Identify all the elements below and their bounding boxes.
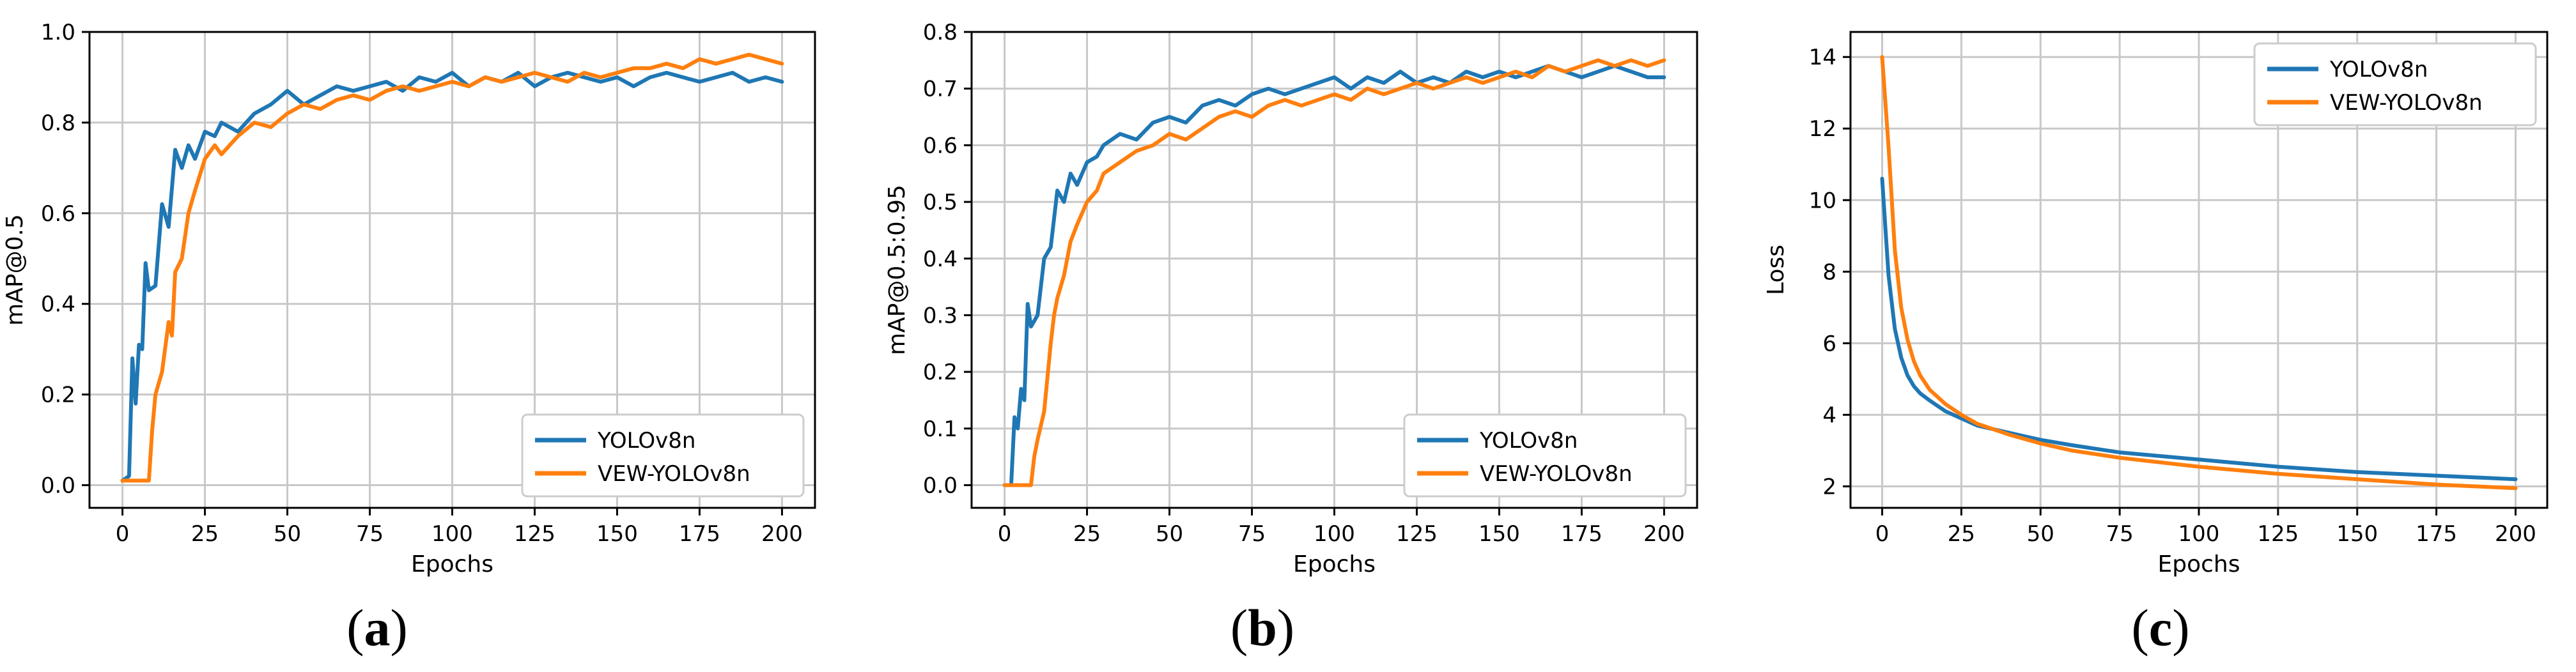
axes-frame [1849,31,2549,509]
x-tick-label: 150 [1478,521,1520,547]
x-tick-label: 175 [679,521,720,547]
x-tick-label: 125 [1396,521,1438,547]
panel-caption: (c) [2131,599,2189,657]
y-tick-label: 1.0 [41,20,75,45]
legend: YOLOv8n VEW-YOLOv8n [521,413,805,498]
y-tick-label: 0.0 [923,473,958,499]
legend: YOLOv8n VEW-YOLOv8n [2253,42,2537,126]
x-tick-label: 50 [274,521,301,547]
panel-caption: (a) [346,599,408,657]
legend-label: VEW-YOLOv8n [598,461,750,487]
y-tick-label: 0.0 [41,473,75,499]
series-line-vew-yolov8n [120,52,784,483]
y-tick-label: 2 [1822,474,1836,500]
y-tick-label: 0.1 [923,416,958,442]
y-tick-label: 0.3 [923,303,958,328]
panel-caption: (b) [1230,599,1294,657]
series-line-yolov8n [120,70,784,483]
series-line-yolov8n [1880,176,2518,482]
y-tick-label: 14 [1809,45,1836,70]
y-tick-label: 0.5 [923,190,958,215]
legend-box [1403,413,1687,498]
y-tick-label: 0.6 [923,133,958,158]
y-tick-label: 0.2 [41,383,75,408]
x-tick-label: 75 [356,521,384,547]
x-tick-label: 175 [2416,521,2457,547]
x-axis-label: Epochs [1293,551,1376,577]
x-axis-label: Epochs [411,551,493,577]
x-tick-label: 75 [2106,521,2134,547]
x-tick-label: 25 [191,521,219,547]
x-tick-label: 25 [1948,521,1975,547]
legend-label: YOLOv8n [2329,57,2428,82]
x-tick-label: 0 [998,521,1012,547]
x-tick-label: 25 [1073,521,1101,547]
x-tick-label: 100 [1314,521,1355,547]
x-tick-label: 175 [1561,521,1602,547]
y-tick-label: 12 [1809,116,1836,142]
legend: YOLOv8n VEW-YOLOv8n [1403,413,1687,498]
x-tick-label: 200 [1643,521,1685,547]
y-tick-label: 0.6 [41,201,75,227]
x-tick-label: 75 [1238,521,1266,547]
x-tick-label: 125 [514,521,555,547]
x-tick-label: 0 [1875,521,1889,547]
y-axis-label: mAP@0.5:0.95 [884,185,910,355]
y-tick-label: 8 [1822,259,1836,285]
series-line-vew-yolov8n [1880,55,2518,491]
series-line-vew-yolov8n [1002,58,1666,487]
y-tick-label: 0.4 [923,247,958,272]
x-tick-label: 150 [596,521,638,547]
chart-panel-b: 0 25 50 75 100 125 150 175 200 0.0 0.1 0.2 0.3 0.4 0.5… [884,20,1698,657]
x-tick-label: 200 [2495,521,2536,547]
legend-label: VEW-YOLOv8n [1480,461,1633,487]
y-axis-label: Loss [1763,245,1789,295]
y-tick-label: 6 [1822,331,1836,356]
axes-frame [970,31,1698,509]
x-tick-label: 50 [1156,521,1183,547]
legend-label: YOLOv8n [1479,428,1578,454]
x-tick-label: 125 [2257,521,2299,547]
x-tick-label: 50 [2027,521,2054,547]
y-tick-label: 4 [1822,402,1836,428]
x-tick-label: 100 [431,521,473,547]
axes-frame [88,31,816,509]
y-tick-label: 0.4 [41,292,75,317]
chart-panel-c: 0 25 50 75 100 125 150 175 200 2 4 6 8 10 12 14 Epochs Lo… [1763,31,2549,657]
x-axis-label: Epochs [2158,551,2240,577]
x-tick-label: 200 [761,521,803,547]
legend-box [521,413,805,498]
y-tick-label: 0.8 [923,20,958,45]
x-tick-label: 100 [2178,521,2220,547]
legend-box [2253,42,2537,126]
legend-label: VEW-YOLOv8n [2330,90,2483,116]
x-tick-label: 0 [116,521,130,547]
chart-panel-a: 0 25 50 75 100 125 150 175 200 0.0 0.2 0.4 0.6 0.8 1.0… [2,20,816,657]
y-tick-label: 10 [1809,188,1836,213]
legend-label: YOLOv8n [597,428,695,454]
x-tick-label: 150 [2336,521,2378,547]
y-tick-label: 0.2 [923,360,958,385]
y-tick-label: 0.7 [923,77,958,102]
y-axis-label: mAP@0.5 [2,214,28,326]
y-tick-label: 0.8 [41,111,75,136]
